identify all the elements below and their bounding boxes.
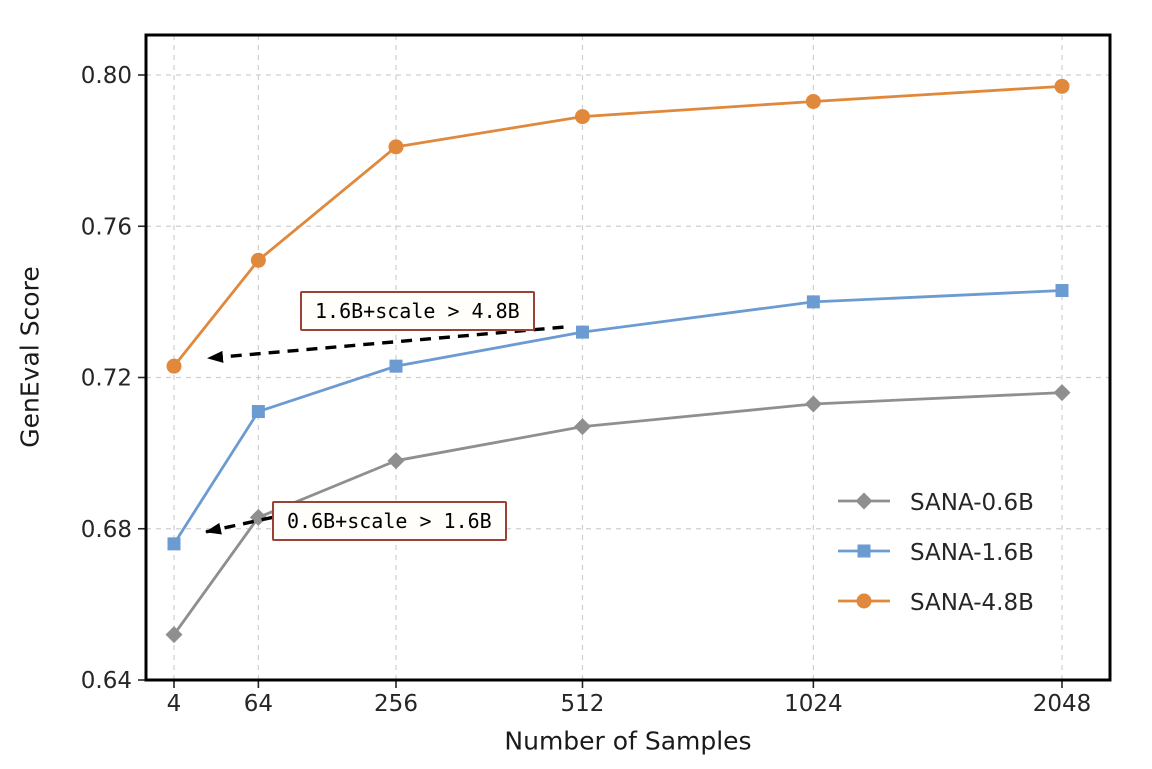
- x-axis-title: Number of Samples: [504, 726, 752, 756]
- legend-item-sana-0-6b: SANA-0.6B: [836, 478, 1034, 528]
- axes-frame: [144, 33, 1112, 682]
- data-point-square: [167, 537, 181, 551]
- data-point-diamond: [573, 418, 591, 436]
- data-point-circle: [388, 139, 404, 155]
- series-line-sana-0.6b: [172, 391, 1064, 637]
- legend-marker-square-icon: [836, 539, 892, 567]
- data-point-square: [251, 405, 265, 419]
- legend-marker-circle-icon: [836, 589, 892, 617]
- data-point-diamond: [249, 508, 267, 526]
- x-tick-label: 512: [561, 691, 605, 717]
- y-tick-label: 0.76: [81, 214, 132, 240]
- legend-label: SANA-1.6B: [910, 540, 1034, 566]
- series-line-sana-4.8b: [172, 84, 1064, 368]
- legend-marker-diamond-icon: [836, 489, 892, 517]
- data-point-circle: [250, 252, 266, 268]
- data-point-diamond: [387, 452, 405, 470]
- data-point-diamond: [1053, 384, 1071, 402]
- y-axis-title: GenEval Score: [15, 266, 45, 448]
- legend-item-sana-1-6b: SANA-1.6B: [836, 528, 1034, 578]
- data-point-circle: [166, 358, 182, 374]
- y-tick-label: 0.68: [81, 517, 132, 543]
- annotation-1-6b-scale: 1.6B+scale > 4.8B: [300, 291, 535, 331]
- data-point-square: [1055, 284, 1069, 298]
- legend: SANA-0.6B SANA-1.6B SANA-4.8B: [836, 478, 1034, 628]
- data-point-diamond: [804, 395, 822, 413]
- legend-label: SANA-0.6B: [910, 490, 1034, 516]
- annotation-arrow: [207, 325, 564, 363]
- data-point-diamond: [165, 626, 183, 644]
- x-tick-label: 2048: [1033, 691, 1092, 717]
- data-point-square: [575, 325, 589, 339]
- y-tick-label: 0.64: [81, 668, 132, 694]
- legend-label: SANA-4.8B: [910, 590, 1034, 616]
- data-point-square: [806, 295, 820, 309]
- data-point-circle: [574, 109, 590, 125]
- y-tick-label: 0.80: [81, 63, 132, 89]
- x-tick-label: 64: [244, 691, 273, 717]
- annotation-arrow: [205, 515, 273, 535]
- x-tick-label: 4: [167, 691, 182, 717]
- data-point-circle: [805, 93, 821, 109]
- data-point-square: [389, 359, 403, 373]
- x-tick-label: 1024: [784, 691, 843, 717]
- series-line-sana-1.6b: [172, 289, 1064, 546]
- y-tick-label: 0.72: [81, 366, 132, 392]
- annotation-0-6b-scale: 0.6B+scale > 1.6B: [272, 501, 507, 541]
- x-tick-label: 256: [374, 691, 418, 717]
- data-point-circle: [1054, 78, 1070, 94]
- legend-item-sana-4-8b: SANA-4.8B: [836, 578, 1034, 628]
